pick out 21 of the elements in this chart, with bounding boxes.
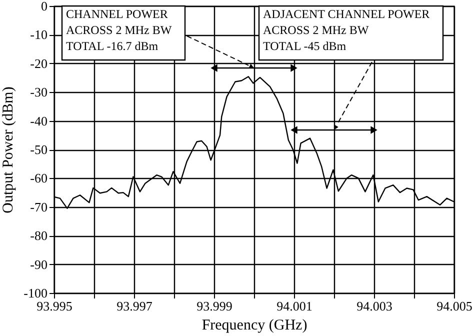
- annotation: CHANNEL POWER ACROSS 2 MHz BW TOTAL -16.7 dBm: [66, 7, 172, 53]
- x-tick-label: 93.995: [36, 298, 72, 314]
- x-tick-label: 94.005: [436, 298, 472, 314]
- annotation: ADJACENT CHANNEL POWER ACROSS 2 MHz BW TOTAL -45 dBm: [263, 7, 430, 53]
- y-tick-label: -20: [30, 56, 48, 71]
- y-tick-label: -70: [30, 199, 48, 214]
- x-tick-label: 94.003: [356, 298, 392, 314]
- y-tick-label: -30: [30, 84, 48, 100]
- y-tick-label: -40: [30, 113, 48, 128]
- y-tick-label: -90: [30, 256, 48, 272]
- x-tick-label: 94.001: [276, 298, 312, 314]
- y-tick-label: -50: [30, 142, 48, 157]
- x-axis-title: Frequency (GHz): [202, 318, 308, 334]
- x-tick-label: 93.997: [116, 298, 153, 314]
- y-tick-label: -100: [24, 286, 48, 300]
- y-tick-label: -80: [30, 228, 48, 244]
- y-axis-title: Output Power (dBm): [0, 86, 17, 214]
- y-tick-label: -10: [30, 27, 48, 42]
- y-tick-label: -60: [30, 170, 48, 186]
- y-tick-label: 0: [41, 0, 48, 14]
- x-tick-label: 93.999: [196, 298, 232, 314]
